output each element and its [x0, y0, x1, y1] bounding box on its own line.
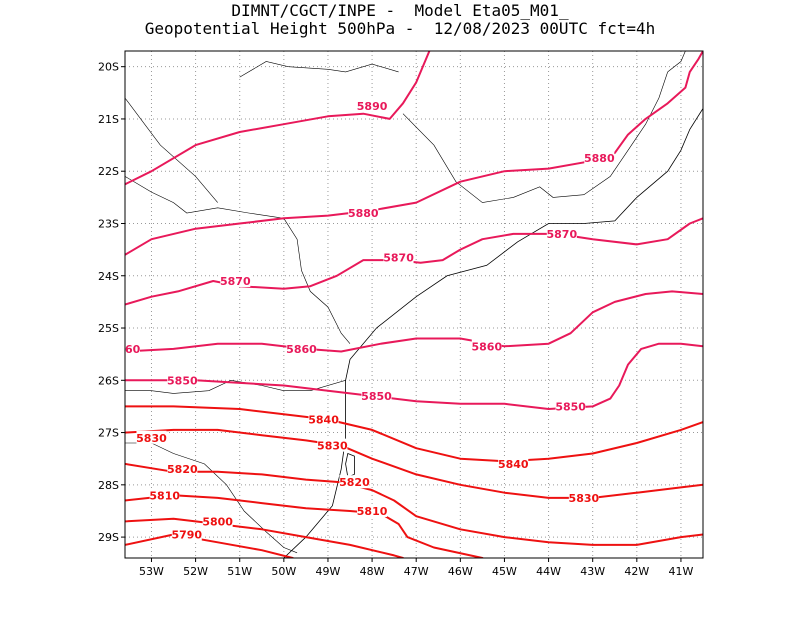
contour-label: 5860 [110, 343, 141, 356]
contour-label-bg [546, 226, 577, 240]
contour-label-bg [167, 462, 198, 476]
contour-label: 5850 [361, 390, 392, 403]
state-border [239, 61, 399, 78]
contour-label: 5810 [149, 489, 180, 502]
contour-label: 5830 [317, 440, 348, 453]
contour-label-bg [136, 430, 167, 444]
lon-tick-label: 48W [360, 565, 385, 578]
contour-label: 5880 [348, 207, 379, 220]
title-line-1: DIMNT/CGCT/INPE - Model Eta05_M01_ [231, 1, 569, 20]
lat-tick-label: 25S [98, 322, 119, 335]
coastline [283, 108, 703, 558]
contour-label-bg [202, 514, 233, 528]
contour-line-5800 [125, 517, 404, 558]
contour-label: 5800 [202, 515, 233, 528]
contour-line-5860 [125, 290, 703, 353]
contour-label: 5840 [498, 458, 529, 471]
lon-tick-label: 50W [271, 565, 296, 578]
contour-line-5810 [125, 494, 484, 558]
contour-line-5820 [125, 462, 703, 546]
contour-label-bg [498, 456, 529, 470]
lon-tick-label: 41W [669, 565, 694, 578]
state-border [125, 97, 218, 203]
lat-tick-label: 23S [98, 217, 119, 230]
contour-label-bg [317, 438, 348, 452]
contour-label-bg [339, 475, 370, 489]
plot-frame [124, 50, 704, 559]
coastline-layer [125, 51, 703, 558]
contour-label-bg [584, 151, 615, 165]
contour-label: 5820 [167, 463, 198, 476]
contour-line-5870 [125, 217, 703, 306]
state-border [667, 51, 686, 73]
contour-label: 5790 [171, 528, 202, 541]
contour-label: 5890 [357, 100, 388, 113]
contour-label: 5830 [569, 492, 600, 505]
contour-label-bg [568, 490, 599, 504]
lon-tick-label: 45W [492, 565, 517, 578]
contour-label: 5880 [584, 152, 615, 165]
axis-ticks: 20S 21S 22S 23S 24S 25S 26S 27S 28S 29S 53W 52W 51W 5… [98, 61, 693, 578]
lon-tick-label: 53W [139, 565, 164, 578]
contour-label-bg [286, 341, 317, 355]
contour-label: 5870 [383, 251, 414, 264]
contour-label-bg [383, 250, 414, 264]
contour-label: 5840 [308, 413, 339, 426]
contour-line-5890 [125, 51, 431, 186]
lat-tick-label: 21S [98, 113, 119, 126]
lat-tick-label: 20S [98, 61, 119, 74]
lon-tick-label: 51W [227, 565, 252, 578]
contour-label: 5830 [136, 432, 167, 445]
lat-tick-label: 24S [98, 270, 119, 283]
lat-tick-label: 29S [98, 531, 119, 544]
lon-tick-label: 43W [580, 565, 605, 578]
contour-label-bg [348, 206, 379, 220]
island-outline [345, 452, 355, 478]
contour-line-5840 [125, 405, 703, 463]
contour-label-bg [149, 488, 180, 502]
contour-label: 5870 [546, 228, 577, 241]
lon-tick-label: 42W [624, 565, 649, 578]
lat-tick-label: 28S [98, 479, 119, 492]
contour-label-bg [125, 341, 140, 355]
lat-tick-label: 27S [98, 427, 119, 440]
lat-tick-label: 26S [98, 374, 119, 387]
state-border [402, 71, 668, 203]
lon-tick-label: 47W [404, 565, 429, 578]
map-title: DIMNT/CGCT/INPE - Model Eta05_M01_ Geopo… [0, 2, 800, 38]
contour-label-bg [308, 412, 339, 426]
contour-line-5790 [125, 533, 294, 558]
state-border [125, 379, 346, 394]
contour-label-bg [167, 373, 198, 387]
contour-label-bg [357, 503, 388, 517]
contour-label-bg [471, 339, 502, 353]
lat-tick-label: 22S [98, 165, 119, 178]
lon-tick-label: 52W [183, 565, 208, 578]
lon-tick-label: 49W [316, 565, 341, 578]
state-border [125, 176, 351, 344]
contour-label-bg [220, 273, 251, 287]
contour-label: 5860 [471, 340, 502, 353]
contour-layer: 5890 5880 5880 5870 5870 5870 5860 5860 5860 5850… [110, 51, 703, 558]
contour-line-5880 [125, 51, 703, 256]
contour-label: 5810 [357, 505, 388, 518]
contour-label: 5850 [167, 374, 198, 387]
contour-label: 5860 [286, 343, 317, 356]
contour-label-bg [171, 527, 202, 541]
lon-tick-label: 44W [536, 565, 561, 578]
contour-label: 5850 [555, 400, 586, 413]
contour-line-5850 [125, 342, 703, 410]
state-border [125, 442, 298, 554]
gridlines [125, 51, 703, 558]
contour-label-bg [357, 98, 388, 112]
contour-label-bg [555, 399, 586, 413]
title-line-2: Geopotential Height 500hPa - 12/08/2023 … [144, 19, 656, 38]
contour-label: 5870 [220, 275, 251, 288]
contour-line-5830 [125, 428, 703, 499]
contour-label-bg [361, 388, 392, 402]
contour-label: 5820 [339, 476, 370, 489]
lon-tick-label: 46W [448, 565, 473, 578]
